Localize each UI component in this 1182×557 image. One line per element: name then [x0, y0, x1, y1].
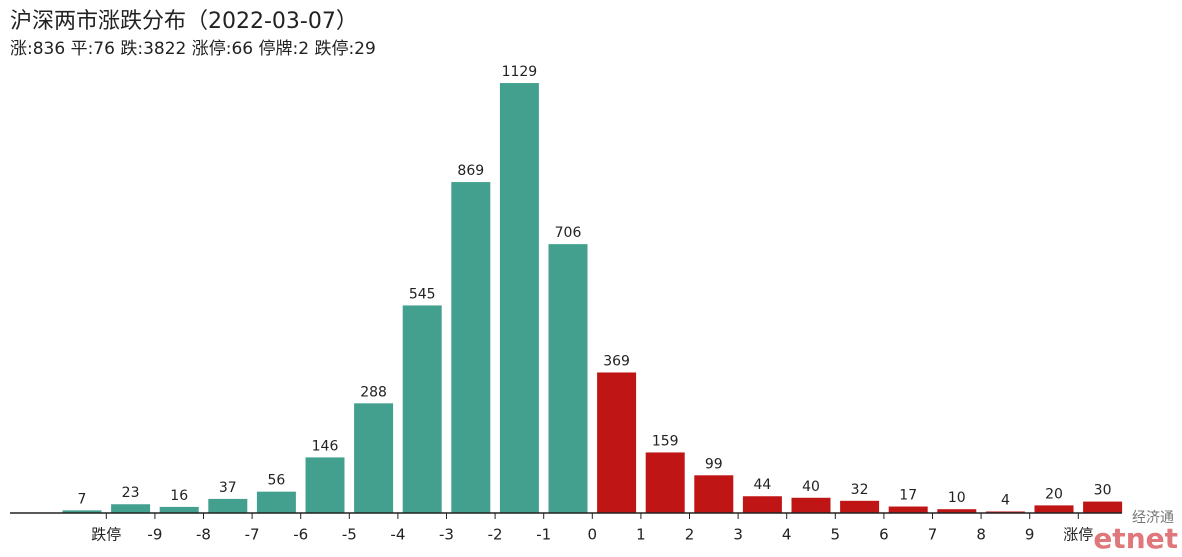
x-tick-label: -3 — [439, 526, 454, 544]
bar — [937, 509, 977, 513]
value-label: 369 — [603, 353, 630, 369]
value-label: 146 — [312, 438, 339, 454]
bar — [597, 372, 637, 513]
watermark-text: 经济通 — [1132, 510, 1174, 526]
value-label: 56 — [267, 473, 285, 489]
bar — [305, 457, 345, 513]
value-label: 17 — [899, 488, 917, 504]
x-tick-label: 涨停 — [1063, 526, 1093, 544]
value-label: 99 — [705, 456, 723, 472]
x-tick-label: 8 — [976, 526, 986, 544]
value-label: 545 — [409, 286, 436, 302]
x-tick-label: 6 — [879, 526, 889, 544]
value-label: 30 — [1094, 483, 1112, 499]
chart-title: 沪深两市涨跌分布（2022-03-07） — [10, 9, 358, 34]
x-tick-label: -9 — [147, 526, 162, 544]
value-label: 44 — [753, 477, 771, 493]
bar — [694, 475, 734, 513]
x-tick-label: -4 — [390, 526, 405, 544]
value-label: 32 — [851, 482, 869, 498]
value-label: 37 — [219, 480, 237, 496]
value-label: 159 — [652, 433, 679, 449]
x-tick-label: 3 — [733, 526, 743, 544]
watermark-brand: etnet — [1093, 522, 1178, 553]
value-label: 20 — [1045, 486, 1063, 502]
x-tick-label: -2 — [488, 526, 503, 544]
bar — [742, 496, 782, 513]
bar — [256, 491, 296, 513]
bar — [499, 83, 539, 513]
x-tick-label: -6 — [293, 526, 308, 544]
bar — [791, 497, 831, 513]
x-tick-label: -8 — [196, 526, 211, 544]
bar — [62, 510, 102, 513]
value-label: 288 — [360, 384, 387, 400]
bar — [402, 305, 442, 513]
value-label: 23 — [122, 485, 140, 501]
bar — [451, 182, 491, 513]
x-tick-label: 0 — [588, 526, 598, 544]
value-label: 16 — [170, 488, 188, 504]
value-label: 869 — [457, 163, 484, 179]
bar — [354, 403, 394, 513]
x-tick-label: 9 — [1025, 526, 1035, 544]
bar — [159, 506, 199, 513]
bar — [111, 504, 151, 513]
x-tick-label: -7 — [245, 526, 260, 544]
x-tick-label: 1 — [636, 526, 646, 544]
x-tick-label: 5 — [831, 526, 841, 544]
bar — [1034, 505, 1074, 513]
value-label: 706 — [555, 225, 582, 241]
x-tick-label: 跌停 — [91, 526, 121, 544]
bar — [548, 244, 588, 514]
value-label: 7 — [78, 491, 87, 507]
bar — [840, 500, 880, 513]
bar — [208, 498, 248, 513]
value-label: 4 — [1001, 492, 1010, 508]
bar — [985, 511, 1025, 513]
x-tick-label: 2 — [685, 526, 695, 544]
bar — [888, 506, 928, 513]
value-label: 10 — [948, 490, 966, 506]
chart-subtitle: 涨:836 平:76 跌:3822 涨停:66 停牌:2 跌停:29 — [10, 39, 376, 59]
x-tick-label: 4 — [782, 526, 792, 544]
bar — [1083, 501, 1123, 513]
x-tick-label: -5 — [342, 526, 357, 544]
x-tick-label: 7 — [928, 526, 938, 544]
value-label: 40 — [802, 479, 820, 495]
bar — [645, 452, 685, 513]
x-tick-label: -1 — [536, 526, 551, 544]
value-label: 1129 — [502, 64, 538, 80]
